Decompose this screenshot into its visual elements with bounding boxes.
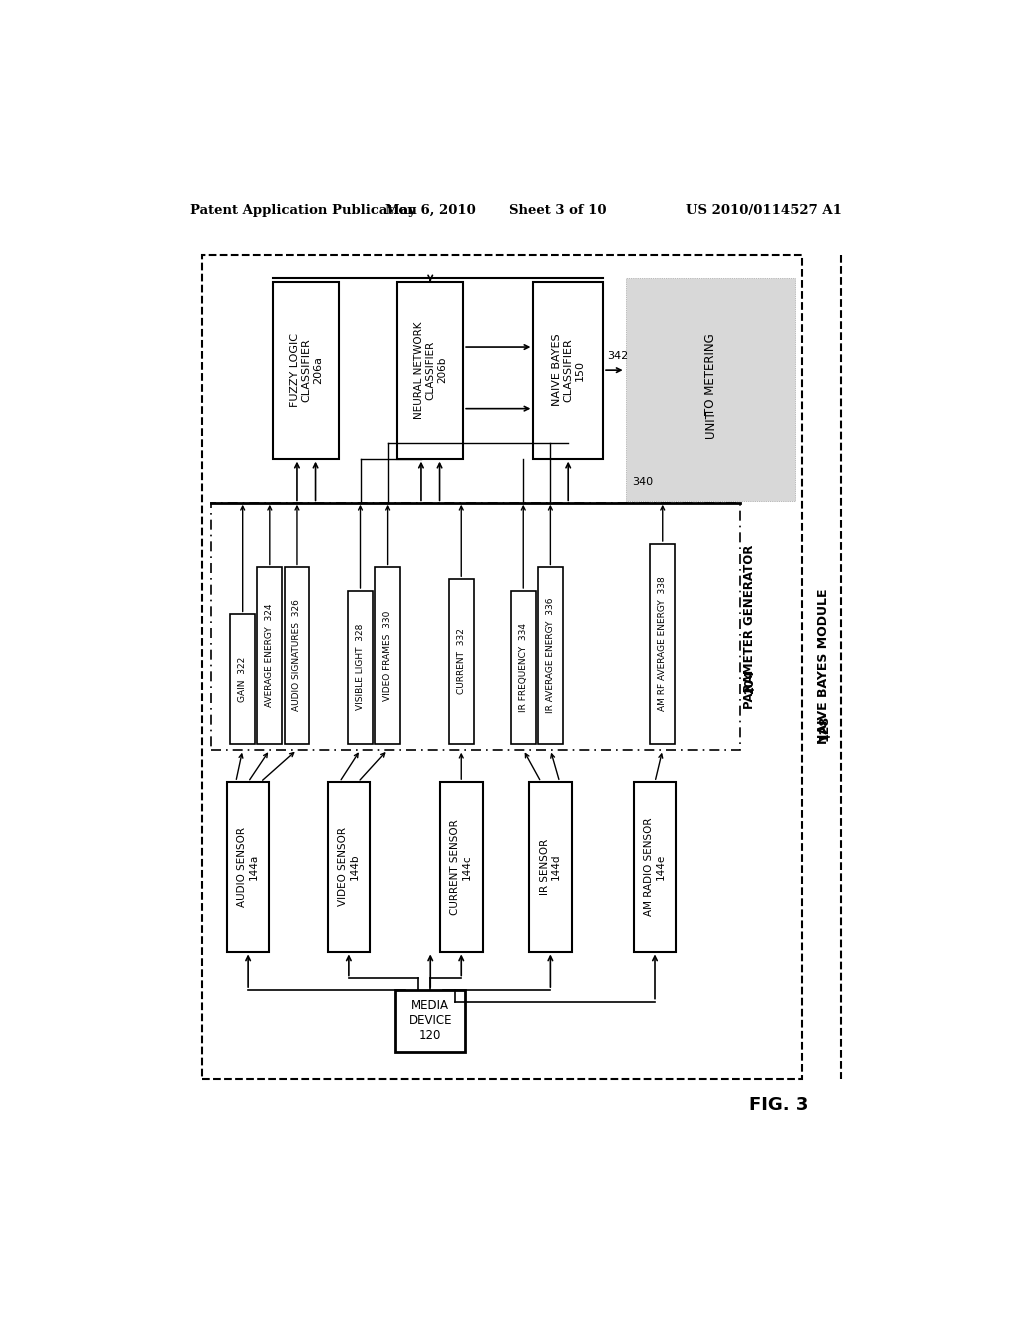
Bar	[534, 281, 603, 459]
Bar	[257, 568, 283, 743]
Text: AUDIO SIGNATURES  326: AUDIO SIGNATURES 326	[293, 599, 301, 711]
Text: VIDEO SENSOR
144b: VIDEO SENSOR 144b	[338, 828, 359, 907]
Bar	[202, 255, 802, 1078]
Bar	[650, 544, 675, 743]
Bar	[273, 281, 339, 459]
Text: AUDIO SENSOR
144a: AUDIO SENSOR 144a	[238, 826, 259, 907]
Text: US 2010/0114527 A1: US 2010/0114527 A1	[685, 205, 842, 218]
Text: AM RADIO SENSOR
144e: AM RADIO SENSOR 144e	[644, 817, 666, 916]
Text: Patent Application Publication: Patent Application Publication	[190, 205, 417, 218]
Text: VIDEO FRAMES  330: VIDEO FRAMES 330	[383, 610, 392, 701]
Bar	[449, 579, 474, 743]
Bar	[211, 503, 740, 750]
Text: AVERAGE ENERGY  324: AVERAGE ENERGY 324	[265, 603, 274, 708]
Text: VISIBLE LIGHT  328: VISIBLE LIGHT 328	[356, 624, 365, 710]
Bar	[397, 281, 463, 459]
Text: PARAMETER GENERATOR: PARAMETER GENERATOR	[743, 544, 756, 709]
Bar	[285, 568, 309, 743]
Bar	[511, 591, 536, 743]
Bar	[529, 781, 571, 952]
Text: 204: 204	[743, 669, 756, 694]
Text: TO METERING: TO METERING	[703, 333, 717, 414]
Bar	[348, 591, 373, 743]
Bar	[230, 614, 255, 743]
Text: NAIVE BAYES MODULE: NAIVE BAYES MODULE	[817, 589, 830, 744]
Text: AM RF AVERAGE ENERGY  338: AM RF AVERAGE ENERGY 338	[658, 577, 668, 711]
Text: 342: 342	[607, 351, 628, 360]
Text: CURRENT  332: CURRENT 332	[457, 628, 466, 694]
Bar	[440, 781, 482, 952]
Text: 340: 340	[632, 478, 653, 487]
Bar	[395, 990, 465, 1052]
Text: 128: 128	[817, 715, 830, 742]
Text: MEDIA
DEVICE
120: MEDIA DEVICE 120	[409, 999, 452, 1043]
Text: May 6, 2010: May 6, 2010	[385, 205, 475, 218]
Bar	[375, 568, 400, 743]
Bar	[634, 781, 676, 952]
Text: GAIN  322: GAIN 322	[239, 656, 247, 702]
Bar	[226, 781, 269, 952]
Text: UNIT: UNIT	[703, 411, 717, 438]
Bar	[626, 277, 795, 502]
Text: IR FREQUENCY  334: IR FREQUENCY 334	[519, 623, 527, 711]
Text: Sheet 3 of 10: Sheet 3 of 10	[509, 205, 607, 218]
Text: CURRENT SENSOR
144c: CURRENT SENSOR 144c	[451, 818, 472, 915]
Text: FIG. 3: FIG. 3	[750, 1097, 809, 1114]
Bar	[328, 781, 371, 952]
Text: FUZZY LOGIC
CLASSIFIER
206a: FUZZY LOGIC CLASSIFIER 206a	[290, 333, 323, 407]
Text: IR AVERAGE ENERGY  336: IR AVERAGE ENERGY 336	[546, 598, 555, 713]
Text: NAIVE BAYES
CLASSIFIER
150: NAIVE BAYES CLASSIFIER 150	[552, 334, 585, 407]
Bar	[538, 568, 563, 743]
Text: IR SENSOR
144d: IR SENSOR 144d	[540, 838, 561, 895]
Text: NEURAL NETWORK
CLASSIFIER
206b: NEURAL NETWORK CLASSIFIER 206b	[414, 321, 446, 418]
